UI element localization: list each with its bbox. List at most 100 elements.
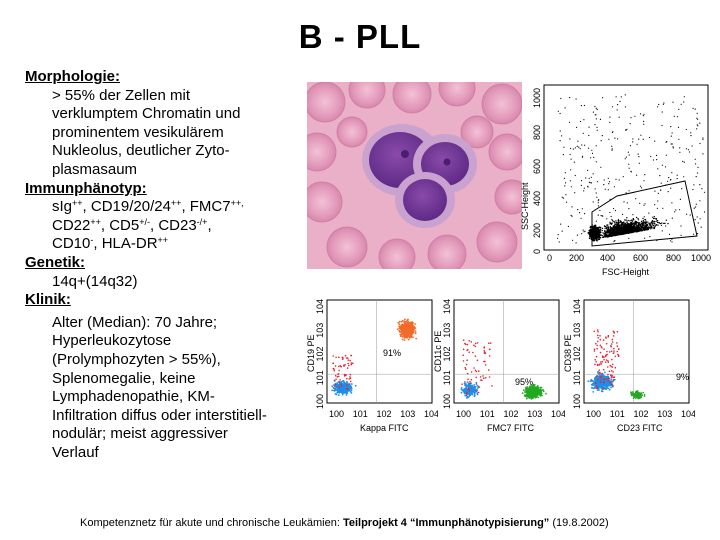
marker-sup: ++ xyxy=(157,235,169,246)
scatter-yticks: 1000 800 600 400 200 0 xyxy=(532,88,542,254)
morphology-line: plasmasaum xyxy=(52,160,138,178)
clinic-heading: Klinik: xyxy=(25,291,71,309)
clinic-line: Verlauf xyxy=(52,443,99,461)
marker-sup: ++ xyxy=(90,216,101,227)
scatter-dots xyxy=(557,94,706,244)
footer-text: Kompetenznetz für akute und chronische L… xyxy=(80,517,343,529)
y-tick: 103 xyxy=(315,323,325,338)
y-tick: 600 xyxy=(532,159,542,174)
flow-ylabel: CD38 PE xyxy=(563,334,573,372)
x-tick: 100 xyxy=(586,409,601,419)
clinic-line: Lymphadenopathie, KM- xyxy=(52,388,215,406)
flow-dots xyxy=(331,318,418,397)
marker-text: CD22 xyxy=(52,216,91,234)
immunophenotype-line: sIg++, CD19/20/24++, FMC7++, xyxy=(52,198,295,217)
immunophenotype-line: CD10-, HLA-DR++ xyxy=(52,235,295,254)
page-title: B - PLL xyxy=(298,18,422,55)
x-tick: 1000 xyxy=(691,253,711,263)
marker-sup: ++, xyxy=(230,198,244,209)
population-percent: 95% xyxy=(515,377,533,387)
y-tick: 102 xyxy=(572,346,582,361)
scatter-ylabel: SSC-Height xyxy=(520,182,530,230)
flow-plot-cd19-kappa: CD19 PE 104 103 102 101 100 91% 100 101 102 103 104… xyxy=(306,299,438,433)
y-tick: 101 xyxy=(315,370,325,385)
clinic-line: Infiltration diffus oder interstitiell- xyxy=(52,406,267,424)
marker-sup: - xyxy=(90,235,94,246)
x-tick: 400 xyxy=(600,253,615,263)
flow-xlabel: FMC7 FITC xyxy=(487,423,534,433)
y-tick: 0 xyxy=(532,249,542,254)
scatter-plot-ssc-fsc: SSC-Height 1000 800 600 400 200 0 0 200 … xyxy=(520,84,711,277)
x-tick: 800 xyxy=(666,253,681,263)
x-tick: 102 xyxy=(377,409,392,419)
text-column: Morphologie: > 55% der Zellen mit verklu… xyxy=(25,68,295,462)
y-tick: 104 xyxy=(572,299,582,314)
x-tick: 102 xyxy=(634,409,649,419)
marker-sup: -/+ xyxy=(196,216,208,227)
gate-polygon xyxy=(591,180,698,247)
x-tick: 104 xyxy=(551,409,565,419)
morphology-text: > 55% der Zellen mit verklumptem Chromat… xyxy=(25,87,295,180)
x-tick: 103 xyxy=(527,409,542,419)
y-tick: 104 xyxy=(442,299,452,314)
x-tick: 101 xyxy=(610,409,625,419)
clinic-text: Alter (Median): 70 Jahre; Hyperleukozyto… xyxy=(25,314,295,463)
x-tick: 101 xyxy=(480,409,495,419)
footer-project: Teilprojekt 4 “Immunphänotypisierung” xyxy=(342,517,550,529)
morphology-line: verklumptem Chromatin und xyxy=(52,105,241,123)
y-tick: 104 xyxy=(315,299,325,314)
morphology-line: prominentem vesikulärem xyxy=(52,123,224,141)
y-tick: 102 xyxy=(442,346,452,361)
immunophenotype-line: CD22++, CD5+/-, CD23-/+, xyxy=(52,217,295,236)
x-tick: 102 xyxy=(504,409,519,419)
morphology-line: Nukleolus, deutlicher Zyto- xyxy=(52,142,230,160)
flow-xlabel: CD23 FITC xyxy=(617,423,663,433)
marker-sup: ++ xyxy=(170,198,182,209)
flow-plot-cd11c-fmc7: CD11c PE 104 103 102 101 100 95% 100 101 102 103 10… xyxy=(433,299,565,433)
marker-sup: +/- xyxy=(139,216,150,227)
blood-smear-picture xyxy=(307,82,522,269)
microscopy-image xyxy=(307,82,522,269)
clinic-line: Splenomegalie, keine xyxy=(52,369,196,387)
footer-date: (19.8.2002) xyxy=(549,517,609,529)
x-tick: 100 xyxy=(456,409,471,419)
x-tick: 103 xyxy=(657,409,672,419)
flow-dots xyxy=(460,339,547,400)
x-tick: 103 xyxy=(400,409,415,419)
flow-xlabel: Kappa FITC xyxy=(360,423,409,433)
y-tick: 101 xyxy=(442,370,452,385)
y-tick: 400 xyxy=(532,191,542,206)
y-tick: 100 xyxy=(315,394,325,409)
y-tick: 1000 xyxy=(532,88,542,108)
marker-text: , HLA-DR xyxy=(93,235,158,253)
flow-ylabel: CD11c PE xyxy=(433,331,443,372)
x-tick: 100 xyxy=(329,409,344,419)
marker-text: , FMC7 xyxy=(181,198,231,216)
marker-text: , CD5 xyxy=(100,216,140,234)
population-percent: 91% xyxy=(383,348,401,358)
x-tick: 104 xyxy=(424,409,438,419)
x-tick: 200 xyxy=(569,253,584,263)
y-tick: 100 xyxy=(572,394,582,409)
footer: Kompetenznetz für akute und chronische L… xyxy=(80,517,609,529)
marker-text: , xyxy=(207,216,212,234)
y-tick: 100 xyxy=(442,394,452,409)
y-tick: 800 xyxy=(532,125,542,140)
scatter-xlabel: FSC-Height xyxy=(602,267,650,277)
y-tick: 200 xyxy=(532,223,542,238)
x-tick: 0 xyxy=(547,253,552,263)
x-tick: 600 xyxy=(633,253,648,263)
flow-frame xyxy=(583,299,690,404)
y-tick: 103 xyxy=(572,323,582,338)
flow-frame xyxy=(326,299,433,404)
clinic-line: Hyperleukozytose xyxy=(52,332,172,350)
marker-text: sIg xyxy=(52,198,73,216)
x-tick: 104 xyxy=(681,409,695,419)
marker-text: , CD19/20/24 xyxy=(82,198,171,216)
immunophenotype-heading: Immunphänotyp: xyxy=(25,179,147,197)
morphology-heading: Morphologie: xyxy=(25,68,120,85)
genetics-line: 14q+(14q32) xyxy=(52,272,138,290)
immunophenotype-text: sIg++, CD19/20/24++, FMC7++, CD22++, CD5… xyxy=(25,198,295,254)
scatter-xticks: 0 200 400 600 800 1000 xyxy=(547,253,711,263)
flow-dots xyxy=(587,329,646,400)
